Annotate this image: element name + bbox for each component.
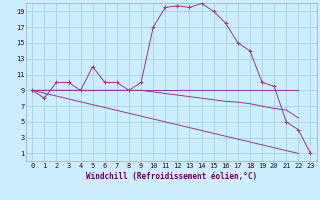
X-axis label: Windchill (Refroidissement éolien,°C): Windchill (Refroidissement éolien,°C) [86,172,257,181]
